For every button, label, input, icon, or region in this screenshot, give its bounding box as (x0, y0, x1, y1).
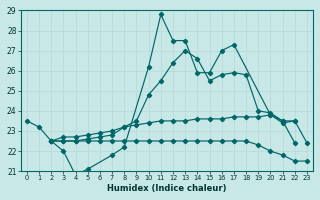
X-axis label: Humidex (Indice chaleur): Humidex (Indice chaleur) (107, 184, 227, 193)
